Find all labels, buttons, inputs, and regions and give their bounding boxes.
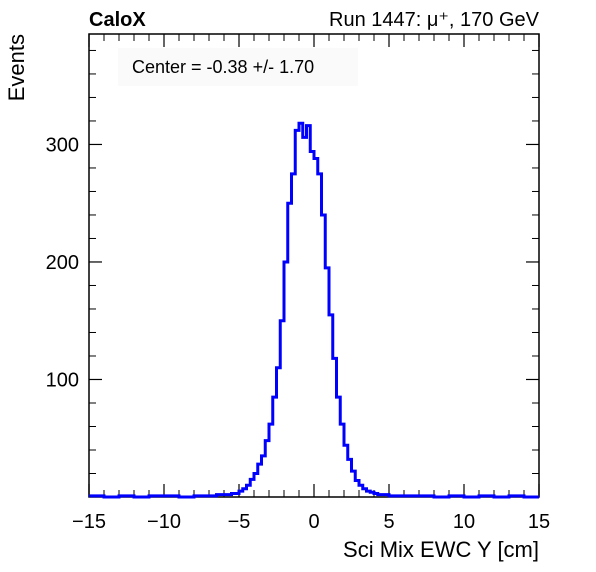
- stats-box: [118, 48, 358, 86]
- experiment-title: CaloX: [89, 9, 146, 31]
- x-tick-label: −15: [72, 511, 106, 533]
- y-axis-title: Events: [4, 34, 29, 101]
- y-tick-label: 300: [46, 134, 79, 156]
- y-tick-label: 100: [46, 369, 79, 391]
- x-tick-label: 15: [528, 511, 550, 533]
- y-tick-label: 200: [46, 252, 79, 274]
- stats-box-text: Center = -0.38 +/- 1.70: [132, 57, 314, 77]
- x-tick-label: 5: [383, 511, 394, 533]
- x-tick-label: −10: [147, 511, 181, 533]
- histogram-series-line: [89, 121, 539, 499]
- plot-frame: [88, 33, 540, 498]
- x-tick-label: 10: [453, 511, 475, 533]
- x-tick-label: 0: [308, 511, 319, 533]
- x-axis-title: Sci Mix EWC Y [cm]: [343, 537, 539, 562]
- run-info: Run 1447: μ⁺, 170 GeV: [329, 9, 540, 31]
- x-tick-label: −5: [228, 511, 251, 533]
